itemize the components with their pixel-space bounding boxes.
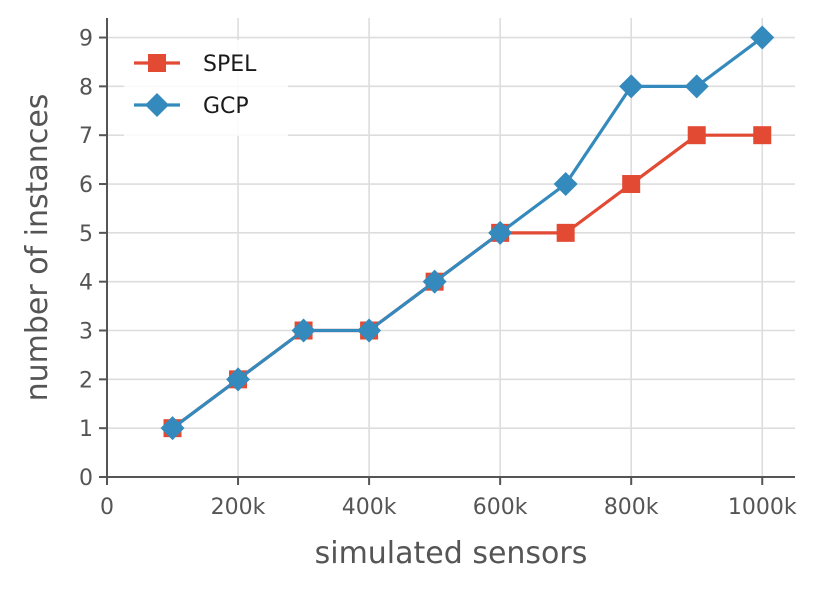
data-point-spel xyxy=(753,126,772,145)
y-tick-label: 2 xyxy=(79,368,93,393)
y-tick-label: 6 xyxy=(79,173,93,198)
data-point-gcp xyxy=(357,318,382,343)
data-series xyxy=(160,25,775,441)
y-tick-label: 1 xyxy=(79,417,93,442)
x-tick-label: 200k xyxy=(211,495,266,520)
data-point-spel xyxy=(556,223,575,242)
data-point-gcp xyxy=(226,367,251,392)
legend-label: GCP xyxy=(203,94,249,119)
x-axis-title: simulated sensors xyxy=(315,536,588,571)
legend-label: SPEL xyxy=(203,52,257,77)
data-point-gcp xyxy=(160,416,185,441)
y-tick-label: 4 xyxy=(79,271,93,296)
legend-item-gcp: GCP xyxy=(134,93,249,119)
data-point-gcp xyxy=(422,269,447,294)
x-tick-label: 1000k xyxy=(728,495,797,520)
data-point-spel xyxy=(687,126,706,145)
x-tick-label: 0 xyxy=(100,495,114,520)
legend-marker xyxy=(145,93,169,117)
x-tick-label: 600k xyxy=(473,495,528,520)
y-tick-label: 0 xyxy=(79,466,93,491)
x-tick-label: 400k xyxy=(342,495,397,520)
y-tick-label: 5 xyxy=(79,222,93,247)
y-tick-label: 7 xyxy=(79,124,93,149)
y-tick-label: 9 xyxy=(79,27,93,52)
data-point-gcp xyxy=(619,74,644,99)
data-point-gcp xyxy=(684,74,709,99)
data-point-spel xyxy=(622,175,641,194)
legend-item-spel: SPEL xyxy=(134,52,257,77)
data-point-gcp xyxy=(750,25,775,50)
legend-marker xyxy=(148,54,166,72)
legend: SPEL GCP xyxy=(124,40,288,136)
data-point-gcp xyxy=(553,172,578,197)
y-tick-label: 8 xyxy=(79,75,93,100)
axes: 0 200k 400k 600k 800k 1000k 0 1 2 3 4 5 6 7 8 9 xyxy=(79,18,797,520)
x-tick-label: 800k xyxy=(604,495,659,520)
y-tick-label: 3 xyxy=(79,320,93,345)
series-gcp xyxy=(160,25,775,441)
y-axis-title: number of instances xyxy=(20,94,55,402)
data-point-gcp xyxy=(488,220,513,245)
data-point-gcp xyxy=(291,318,316,343)
series-line-gcp xyxy=(171,36,764,430)
